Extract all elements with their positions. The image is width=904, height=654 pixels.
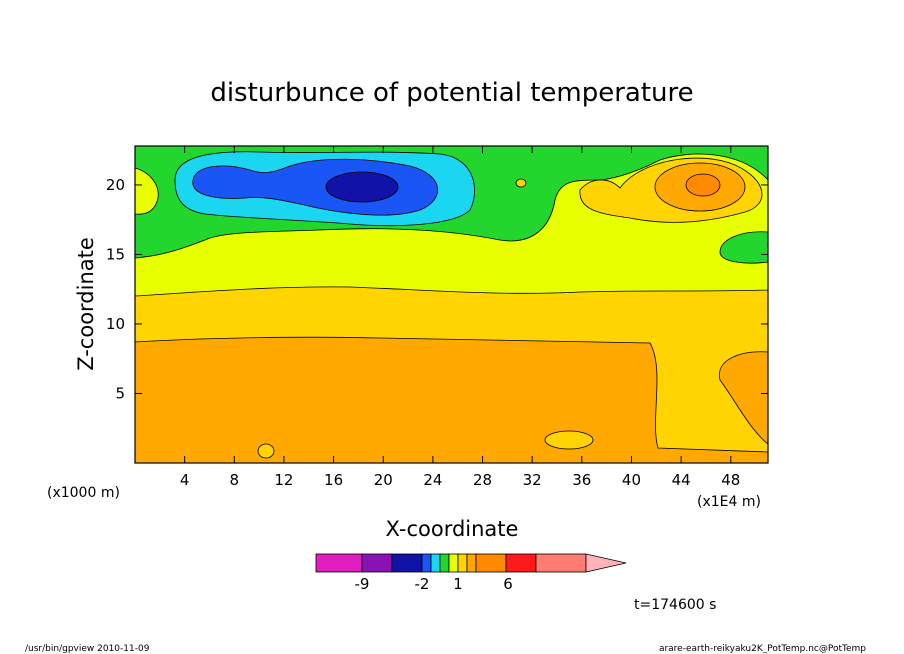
y-tick-label: 10 [106, 315, 125, 333]
chart-title: disturbunce of potential temperature [210, 78, 693, 108]
contour-field [135, 146, 768, 463]
x-tick-label: 12 [274, 471, 293, 489]
x-tick-label: 44 [672, 471, 691, 489]
colorbar-swatch [361, 553, 393, 573]
colorbar-label: 6 [503, 575, 513, 593]
y-tick-label: 20 [106, 176, 125, 194]
x-tick-label: 28 [473, 471, 492, 489]
patch-small-x31 [515, 178, 527, 188]
colorbar-arrow [585, 553, 627, 573]
x-unit-label: (x1000 m) [47, 485, 120, 501]
colorbar-swatch [475, 553, 507, 573]
colorbar-swatch [535, 553, 587, 573]
colorbar-label: 1 [453, 575, 463, 593]
x-tick-label: 48 [721, 471, 740, 489]
x-tick-label: 24 [423, 471, 442, 489]
patch-yellow-left [135, 167, 159, 215]
colorbar-swatch [505, 553, 537, 573]
patch-small-x10 [257, 443, 275, 459]
colorbar-label: -2 [415, 575, 430, 593]
x-tick-label: 20 [374, 471, 393, 489]
colorbar-swatch [421, 553, 432, 573]
colorbar-swatch [457, 553, 468, 573]
plot-frame [134, 145, 769, 464]
x-tick-label: 16 [324, 471, 343, 489]
colorbar-swatch [391, 553, 423, 573]
colorbar: -9 -2 1 6 [315, 553, 627, 593]
colorbar-swatch [430, 553, 441, 573]
patch-orange-core [685, 173, 721, 197]
colorbar-label: -9 [355, 575, 370, 593]
colorbar-swatch [466, 553, 477, 573]
patch-small-x35 [544, 430, 594, 450]
colorbar-swatch [448, 553, 459, 573]
colorbar-swatch [439, 553, 450, 573]
x-tick-label: 36 [572, 471, 591, 489]
footer-left: /usr/bin/gpview 2010-11-09 [25, 644, 150, 654]
x-axis-title: X-coordinate [386, 517, 519, 541]
y-tick-label: 15 [106, 245, 125, 263]
y-axis-title: Z-coordinate [74, 237, 98, 371]
time-label: t=174600 s [634, 597, 716, 613]
footer-right: arare-earth-reikyaku2K_PotTemp.nc@PotTem… [659, 644, 866, 654]
x-tick-label: 4 [180, 471, 190, 489]
x-tick-label: 8 [230, 471, 240, 489]
x-scale-label: (x1E4 m) [697, 494, 761, 510]
patch-green-right [719, 231, 768, 264]
x-tick-label: 32 [523, 471, 542, 489]
colorbar-swatch [315, 553, 363, 573]
patch-darkblue [325, 171, 399, 203]
x-tick-label: 40 [622, 471, 641, 489]
y-tick-label: 5 [115, 384, 125, 402]
